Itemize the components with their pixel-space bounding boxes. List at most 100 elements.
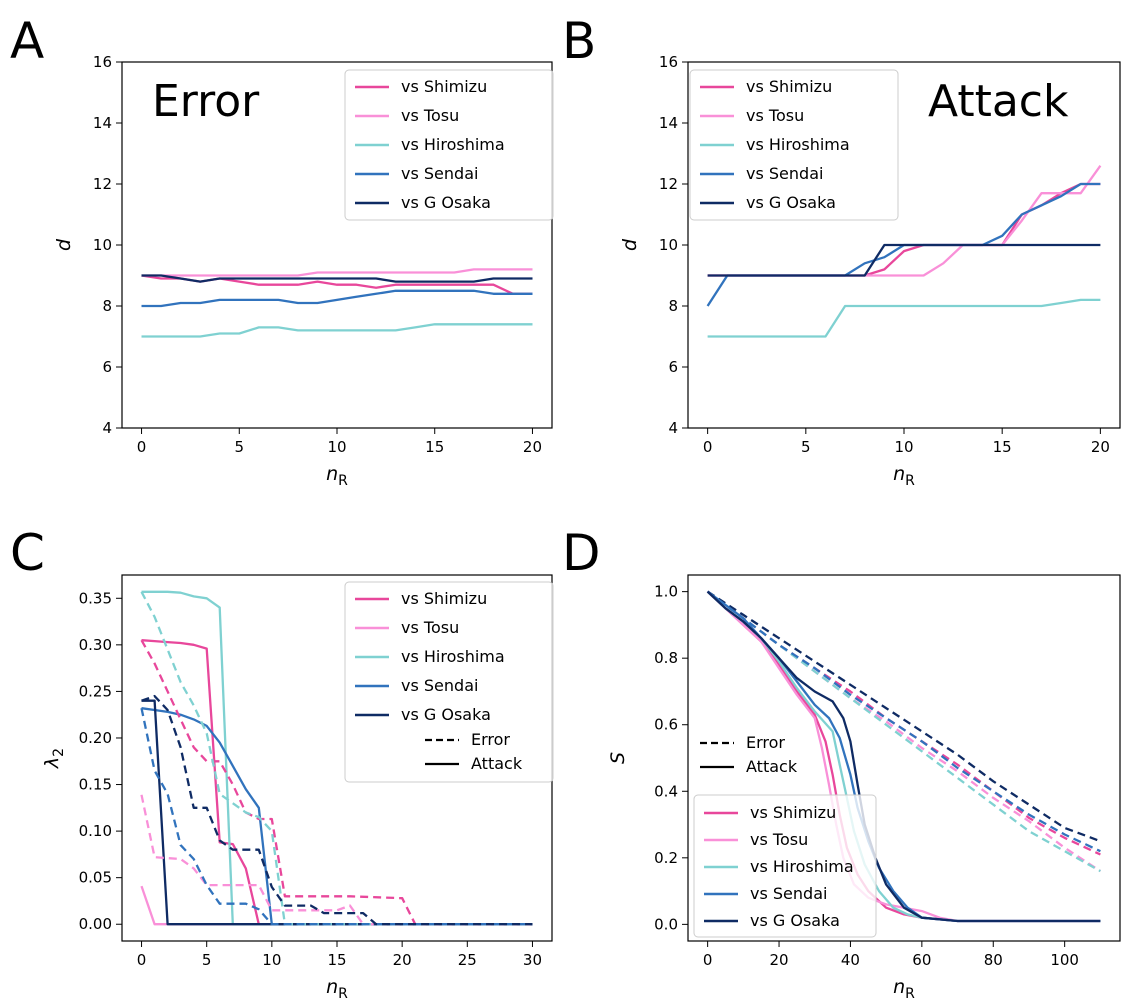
y-tick-label: 16 [93,53,112,71]
x-axis-label-main: n [893,463,905,485]
y-tick-label: 6 [102,358,112,376]
x-tick-label: 20 [393,951,412,969]
series-line-vs-sendai-solid [141,289,533,308]
y-tick-label: 0.2 [654,849,678,867]
y-tick-label: 4 [668,419,678,437]
panel-letter: D [562,524,601,582]
y-tick-label: 0.4 [654,782,678,800]
x-axis-label-sub: R [905,473,915,489]
legend: vs Shimizu vs Tosu vs Hiroshima vs Sendai vs… [693,733,877,938]
x-axis-label-main: n [326,463,338,485]
x-tick-label: 40 [841,951,860,969]
y-tick-label: 0.05 [79,869,112,887]
x-tick-label: 15 [327,951,346,969]
series-line-vs-tosu-solid [140,885,533,926]
legend-style-label: Error [746,733,785,752]
series-line-vs-g-osaka-solid [707,243,1101,277]
legend: vs Shimizu vs Tosu vs Hiroshima vs Sendai vs… [344,69,554,221]
y-axis-label-main: S [607,752,629,764]
y-tick-label: 10 [93,236,112,254]
legend-label: vs Hiroshima [750,857,854,876]
panel-letter: C [10,524,45,582]
legend-label: vs Sendai [750,884,827,903]
series-line-vs-sendai-dashed [140,707,533,926]
x-tick-label: 15 [425,438,444,456]
y-tick-label: 14 [93,114,112,132]
y-tick-label: 0.15 [79,776,112,794]
x-tick-label: 0 [137,951,147,969]
series-line-vs-hiroshima-solid [141,323,533,338]
series-line-vs-hiroshima-dashed [140,591,533,926]
legend-box [689,69,899,221]
series-lines [141,268,533,338]
series-lines [140,590,533,926]
x-axis-label: nR [893,976,915,1002]
y-tick-label: 1.0 [654,583,678,601]
y-tick-label: 12 [93,175,112,193]
legend-label: vs G Osaka [746,193,836,212]
legend-style-label: Error [471,730,510,749]
legend-box [693,794,877,938]
y-tick-label: 0.00 [79,915,112,933]
series-line-vs-shimizu-dashed [140,639,533,926]
legend-style-label: Attack [471,754,523,773]
x-axis-label-sub: R [338,473,348,489]
y-tick-label: 10 [659,236,678,254]
y-axis-label-sub: 2 [51,748,67,757]
legend: vs Shimizu vs Tosu vs Hiroshima vs Sendai vs… [344,581,554,783]
x-axis-label: nR [893,463,915,489]
x-axis-label-sub: R [905,986,915,1002]
legend-label: vs Tosu [401,618,459,637]
y-tick-label: 4 [102,419,112,437]
y-axis-label-main: λ [41,757,63,769]
y-tick-label: 0.20 [79,729,112,747]
x-axis-label: nR [326,976,348,1002]
y-tick-label: 8 [102,297,112,315]
x-tick-label: 20 [1091,438,1110,456]
x-tick-label: 20 [769,951,788,969]
legend-label: vs G Osaka [750,911,840,930]
x-tick-label: 80 [984,951,1003,969]
y-tick-label: 0.30 [79,636,112,654]
legend-label: vs Shimizu [750,803,836,822]
x-tick-label: 10 [327,438,346,456]
series-line-vs-hiroshima-solid [707,298,1101,338]
panel-letter: A [10,12,44,70]
y-tick-label: 12 [659,175,678,193]
y-tick-label: 0.0 [654,915,678,933]
legend-label: vs Sendai [746,164,823,183]
legend-box [344,581,554,783]
x-tick-label: 30 [523,951,542,969]
y-axis-label-main: d [53,238,75,251]
legend-label: vs Shimizu [401,589,487,608]
series-line-vs-sendai-dashed [706,590,1101,853]
y-axis-label: d [619,238,641,251]
x-tick-label: 10 [262,951,281,969]
legend-label: vs Sendai [401,676,478,695]
y-tick-label: 0.10 [79,822,112,840]
panel-c: C 0 5 10 15 20 25 30 0.00 0.05 0.10 0.15 0.20 0.25 0.3… [10,524,554,1002]
y-tick-label: 0.8 [654,649,678,667]
series-line-vs-g-osaka-dashed [706,590,1101,843]
x-tick-label: 5 [234,438,244,456]
panel-title: Attack [928,76,1069,127]
x-tick-label: 15 [993,438,1012,456]
x-tick-label: 25 [458,951,477,969]
series-line-vs-sendai-solid [141,707,533,926]
legend-label: vs Tosu [750,830,808,849]
series-line-vs-tosu-solid [141,268,533,277]
y-tick-label: 16 [659,53,678,71]
legend-label: vs Shimizu [746,77,832,96]
series-line-vs-g-osaka-dashed [141,694,533,926]
x-tick-label: 100 [1050,951,1079,969]
series-line-vs-g-osaka-solid [141,274,533,283]
x-tick-label: 60 [912,951,931,969]
x-tick-label: 10 [894,438,913,456]
panel-title: Error [152,76,260,127]
x-tick-label: 20 [523,438,542,456]
y-tick-label: 0.6 [654,716,678,734]
y-axis-label-main: d [619,238,641,251]
series-line-vs-shimizu-solid [141,639,533,926]
x-axis-label-main: n [893,976,905,998]
